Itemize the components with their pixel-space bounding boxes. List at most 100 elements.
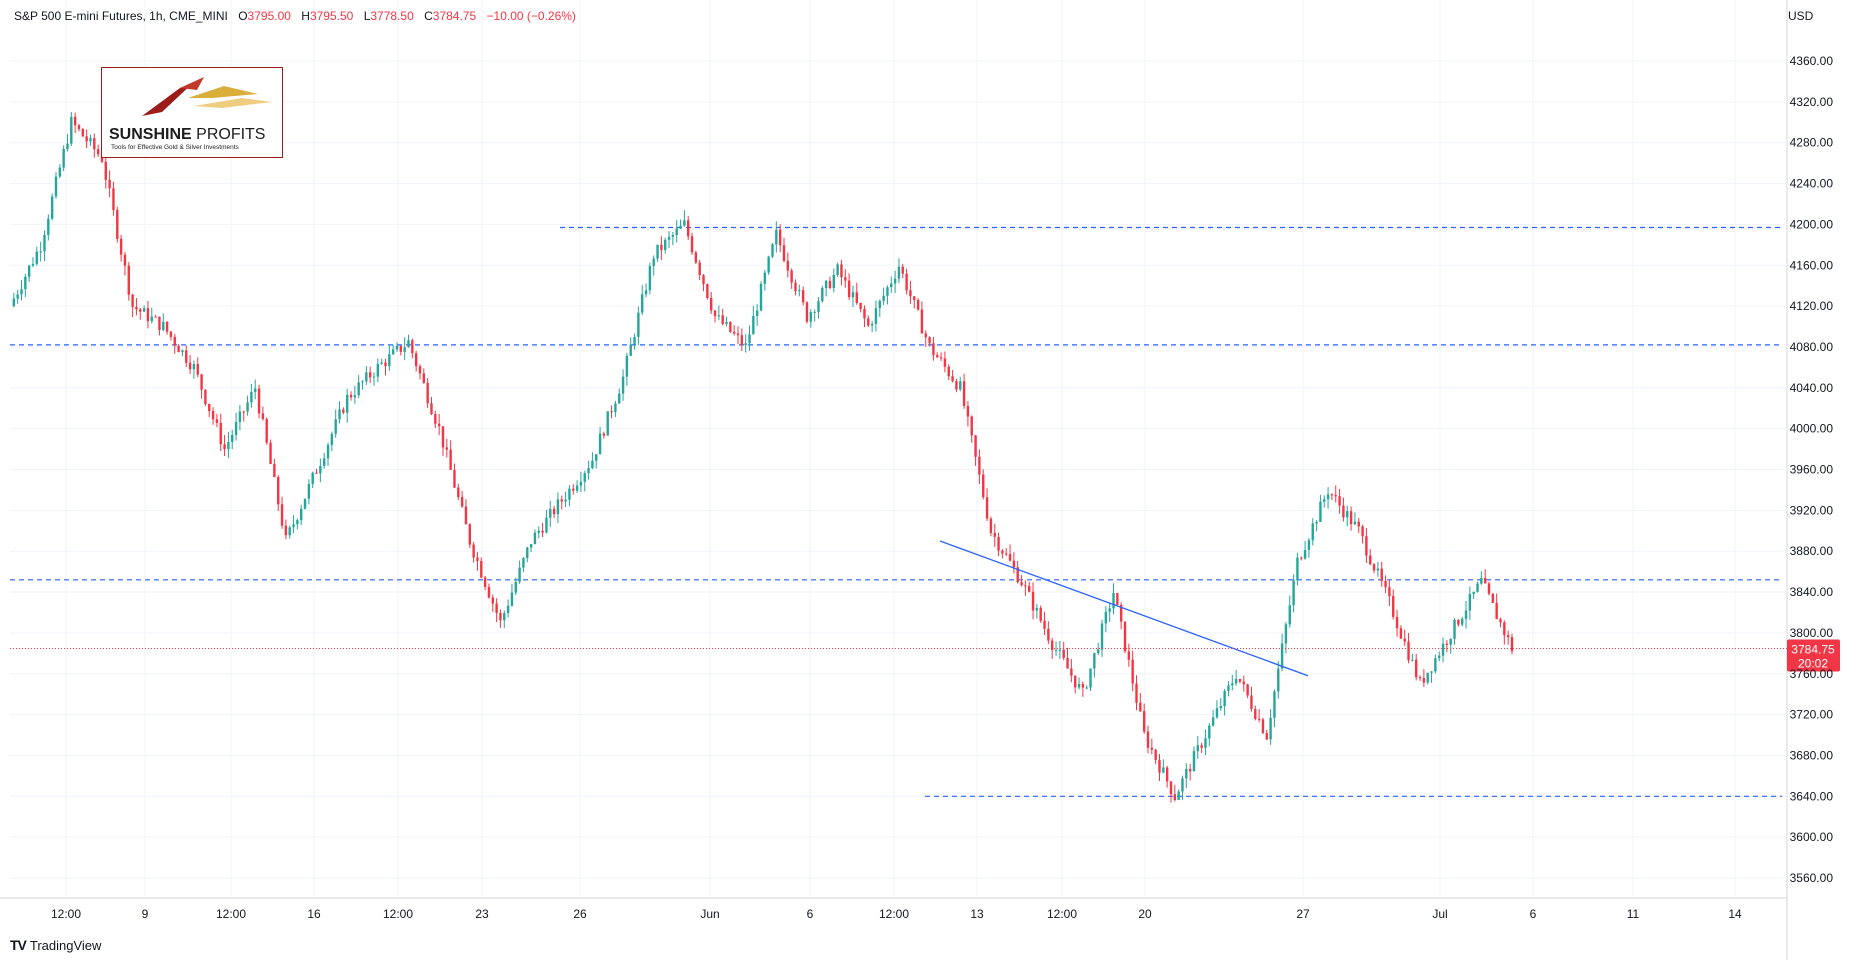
candle-body [729,321,732,332]
candle-body [1073,675,1077,688]
candle-body [154,316,157,318]
candle-body [1334,495,1337,497]
candle-body [192,363,196,370]
candle-body [694,252,698,263]
candle-body [890,283,893,288]
candle-body [744,343,747,346]
candle-body [874,308,878,325]
candle-body [491,597,494,604]
y-tick-label: 4080.00 [1790,340,1834,354]
candle-body [1418,677,1422,679]
candle-body [1407,641,1410,661]
x-tick-label: 14 [1728,907,1742,921]
candle-body [1403,638,1406,642]
candle-body [801,290,805,303]
tradingview-branding[interactable]: TV TradingView [10,937,101,953]
candle-body [12,298,16,307]
candle-body [916,299,920,310]
candle-body [315,472,318,474]
candle-body [832,274,836,289]
candle-body [434,414,437,424]
candle-body [533,532,537,545]
candle-body [1139,702,1142,712]
candle-body [928,337,931,344]
candle-body [100,154,104,162]
candle-body [43,234,46,252]
candle-body [702,275,705,285]
candle-body [1277,668,1280,692]
candle-body [510,592,514,606]
candle-body [31,263,35,266]
candle-body [679,225,682,229]
candle-body [441,426,445,448]
candle-body [376,363,380,377]
candle-body [342,409,345,413]
candle-body [1388,587,1391,597]
candle-body [1361,526,1364,537]
candle-body [353,395,357,398]
candle-body [395,345,399,350]
candle-body [1054,649,1058,651]
candle-body [388,354,391,367]
candle-body [1196,745,1200,752]
y-tick-label: 4000.00 [1790,422,1834,436]
candle-body [985,497,989,519]
candle-body [211,411,215,420]
candle-body [1020,582,1023,586]
candle-body [775,229,778,245]
candle-body [292,524,295,528]
candle-body [185,350,188,363]
candle-body [495,603,498,614]
candle-body [867,318,870,326]
candle-body [468,524,471,545]
candle-body [1158,759,1161,773]
candle-body [284,525,288,536]
candle-body [978,456,981,475]
candle-body [50,196,54,219]
candle-body [614,403,617,413]
candle-body [740,335,744,346]
candle-body [886,287,889,296]
candle-body [522,558,525,568]
candle-body [1043,620,1046,629]
candle-body [361,381,364,383]
y-tick-label: 4040.00 [1790,381,1834,395]
candle-body [970,416,973,436]
candle-body [1510,637,1514,652]
candle-body [472,544,475,558]
candle-body [127,265,130,295]
candle-body [629,344,632,356]
candle-body [1200,745,1203,748]
candle-body [445,447,449,450]
currency-unit: USD [1788,9,1814,23]
candle-body [1008,554,1012,561]
x-tick-label: 12:00 [51,907,81,921]
candle-body [131,294,134,307]
candle-body [1089,668,1092,688]
candle-body [453,469,456,488]
candle-body [480,560,483,578]
x-tick-label: 12:00 [383,907,413,921]
candle-body [1342,505,1345,518]
candle-body [357,382,360,396]
candle-body [66,143,69,150]
x-tick-label: 12:00 [1047,907,1077,921]
candle-body [782,245,786,261]
candle-body [1246,684,1249,696]
symbol-title: S&P 500 E-mini Futures, 1h, CME_MINI [14,9,228,23]
tradingview-label: TradingView [29,937,102,953]
candle-body [58,167,62,177]
candle-body [552,508,556,515]
candle-body [1231,683,1234,686]
logo-mark-icon [142,77,272,116]
candle-body [1330,494,1334,496]
candle-body [322,458,326,466]
candle-body [238,411,242,422]
candle-body [1093,653,1096,669]
candle-body [1292,580,1295,606]
candle-body [1181,778,1184,792]
candle-body [1062,649,1065,658]
candle-body [27,265,31,277]
candle-body [993,532,996,537]
